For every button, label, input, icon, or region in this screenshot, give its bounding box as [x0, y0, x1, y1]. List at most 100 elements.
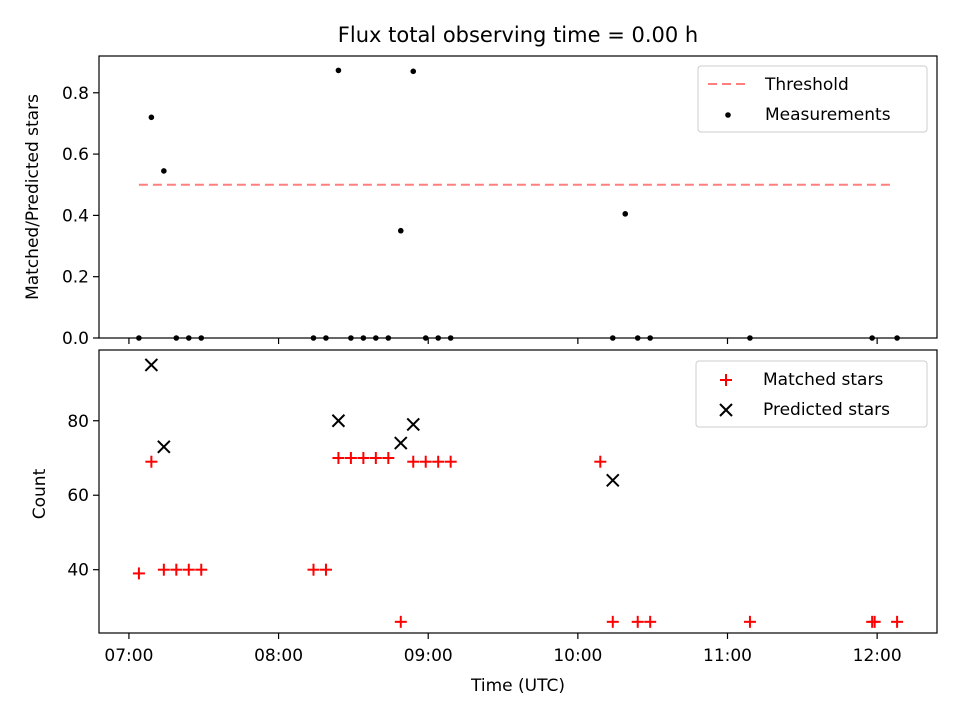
measurement-point — [647, 335, 653, 341]
measurement-points — [136, 67, 900, 341]
x-tick-label: 07:00 — [104, 646, 153, 666]
x-tick-label: 09:00 — [404, 646, 453, 666]
cross-b — [331, 414, 346, 428]
measurement-point — [634, 335, 641, 341]
bottom-y-axis: 40 60 80 — [67, 412, 99, 581]
bottom-y-tick-label: 40 — [67, 561, 89, 581]
matched-point — [307, 563, 320, 576]
top-y-tick-label: 0.0 — [62, 329, 89, 349]
top-panel: 0.00.20.40.60.8 Matched/Predicted stars … — [23, 55, 938, 349]
bottom-plot-frame — [98, 349, 938, 634]
matched-point — [157, 563, 170, 576]
measurement-point — [173, 335, 180, 341]
matched-point — [382, 451, 395, 464]
measurement-point — [360, 335, 367, 341]
x-tick-label: 08:00 — [254, 646, 303, 666]
predicted-point — [144, 358, 159, 372]
matched-stars-points — [132, 451, 904, 628]
predicted-point — [606, 473, 620, 488]
legend-threshold-label: Threshold — [764, 75, 849, 95]
matched-point — [644, 615, 657, 628]
cross-b — [406, 417, 420, 432]
legend-predicted-marker — [719, 403, 733, 417]
matched-point — [868, 615, 881, 628]
bottom-y-tick-label: 80 — [67, 412, 89, 432]
top-plot-frame — [98, 55, 938, 339]
predicted-point — [406, 417, 420, 432]
matched-point — [195, 563, 208, 576]
matched-point — [369, 451, 382, 464]
matched-point — [357, 451, 370, 464]
x-axis-label: Time (UTC) — [470, 676, 565, 696]
bottom-y-axis-label: Count — [30, 468, 50, 519]
measurement-point — [622, 211, 629, 217]
cross-b — [144, 358, 159, 372]
measurement-point — [410, 68, 417, 75]
bottom-legend-box — [695, 360, 928, 428]
measurement-point — [894, 335, 900, 341]
x-tick-label: 12:00 — [853, 646, 902, 666]
x-tick-label: 11:00 — [703, 646, 752, 666]
measurement-point — [609, 335, 616, 341]
top-y-axis: 0.0 0.2 0.4 0.6 0.8 — [62, 84, 99, 349]
matched-point — [594, 455, 607, 468]
bottom-panel: 40 60 80 07:00 08:00 09:00 10:00 11:00 12:00 Co… — [30, 349, 938, 696]
measurement-point — [397, 227, 404, 234]
matched-point — [145, 455, 158, 468]
bottom-legend: Matched stars Predicted stars — [695, 360, 928, 428]
matched-point — [182, 563, 195, 576]
matched-point — [344, 451, 357, 464]
predicted-stars-points — [144, 358, 620, 488]
cross-b — [394, 436, 408, 450]
measurement-point — [148, 114, 155, 121]
top-y-tick-label: 0.2 — [62, 268, 89, 288]
predicted-point — [331, 414, 346, 428]
top-y-tick-label: 0.8 — [62, 84, 89, 104]
cross-b — [157, 440, 171, 454]
matched-point — [891, 615, 904, 628]
matched-point — [631, 615, 644, 628]
matched-point — [332, 451, 345, 464]
measurement-point — [335, 67, 342, 74]
matched-point — [170, 563, 183, 576]
matched-point — [419, 455, 432, 468]
chart-title: Flux total observing time = 0.00 h — [338, 23, 698, 47]
measurement-point — [385, 335, 392, 341]
matched-point — [407, 455, 420, 468]
measurement-point — [435, 335, 441, 341]
measurement-point — [747, 335, 753, 341]
top-y-axis-label: Matched/Predicted stars — [23, 94, 43, 300]
matched-point — [444, 455, 457, 468]
legend-measurement-swatch — [725, 112, 731, 118]
measurement-point — [185, 335, 192, 341]
legend-predicted-swatch — [719, 403, 733, 417]
matched-point — [432, 455, 445, 468]
legend-matched-swatch — [720, 374, 732, 386]
matched-point — [132, 567, 145, 580]
legend-matched-marker — [720, 374, 732, 386]
legend-measurements-label: Measurements — [765, 105, 891, 125]
legend-matched-label: Matched stars — [763, 370, 883, 390]
top-legend: Threshold Measurements — [697, 65, 928, 133]
measurement-point — [348, 335, 354, 341]
predicted-point — [394, 436, 408, 450]
measurement-point — [310, 335, 317, 341]
measurement-point — [869, 335, 875, 341]
bottom-x-axis: 07:00 08:00 09:00 10:00 11:00 12:00 — [104, 633, 902, 666]
legend-predicted-label: Predicted stars — [763, 400, 890, 420]
cross-b — [719, 403, 733, 417]
measurement-point — [447, 335, 454, 341]
measurement-point — [422, 335, 429, 341]
predicted-point — [157, 440, 171, 454]
measurement-point — [323, 335, 329, 341]
bottom-y-tick-label: 60 — [67, 486, 89, 506]
matched-point — [319, 563, 332, 576]
matched-point — [606, 615, 619, 628]
matched-point — [743, 615, 756, 628]
measurement-point — [373, 335, 379, 341]
x-tick-label: 10:00 — [553, 646, 602, 666]
top-x-ticks — [128, 338, 878, 344]
top-legend-box — [697, 65, 928, 133]
top-y-tick-label: 0.4 — [62, 206, 89, 226]
